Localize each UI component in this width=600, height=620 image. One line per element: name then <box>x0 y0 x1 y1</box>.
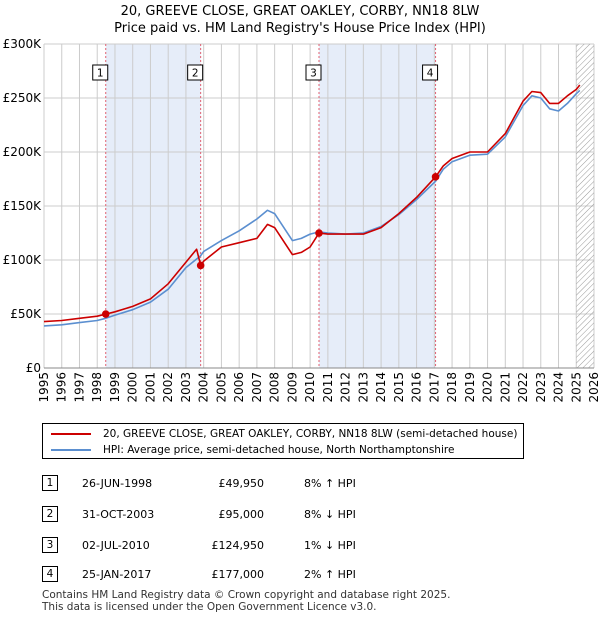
y-tick-label: £300K <box>3 37 43 51</box>
x-tick-label: 1995 <box>37 372 51 403</box>
transaction-price: £49,950 <box>218 477 265 490</box>
x-tick-label: 2024 <box>552 372 566 403</box>
x-tick-label: 2022 <box>516 372 530 403</box>
y-tick-label: £0 <box>26 361 41 375</box>
x-tick-label: 1996 <box>55 372 69 403</box>
footer-license: This data is licensed under the Open Gov… <box>42 601 377 613</box>
x-tick-label: 2008 <box>268 372 282 403</box>
transaction-number-badge: 2 <box>42 506 58 522</box>
x-tick-label: 2012 <box>339 372 353 403</box>
x-tick-label: 2015 <box>392 372 406 403</box>
legend-swatch-property <box>51 433 91 435</box>
sale-number-box <box>305 64 322 81</box>
transaction-date: 31-OCT-2003 <box>82 508 155 521</box>
x-tick-label: 2006 <box>232 372 246 403</box>
x-tick-label: 2001 <box>143 372 157 403</box>
x-tick-label: 2023 <box>534 372 548 403</box>
legend-swatch-hpi <box>51 449 91 451</box>
y-tick-label: £200K <box>3 145 43 159</box>
sale-number-box <box>92 64 109 81</box>
y-tick-label: £100K <box>3 253 43 267</box>
x-tick-label: 2003 <box>179 372 193 403</box>
transaction-hpi-diff: 2% ↑ HPI <box>304 568 356 581</box>
legend-item-property: 20, GREEVE CLOSE, GREAT OAKLEY, CORBY, N… <box>51 426 517 442</box>
x-tick-label: 2016 <box>410 372 424 403</box>
legend-item-hpi: HPI: Average price, semi-detached house,… <box>51 442 454 458</box>
transaction-price: £124,950 <box>211 539 265 552</box>
price-chart: 1 2 3 4 £0 £50K £100K £150K £200K £250K £300K 199… <box>3 37 600 403</box>
sale-number-box <box>187 64 204 81</box>
x-tick-label: 2014 <box>374 372 388 403</box>
footer-copyright: Contains HM Land Registry data © Crown c… <box>42 589 451 601</box>
sale-number-label: 1 <box>97 68 104 80</box>
x-tick-label: 2005 <box>214 372 228 403</box>
transaction-number-badge: 1 <box>42 475 58 491</box>
transaction-price: £177,000 <box>211 568 265 581</box>
x-tick-label: 2025 <box>569 372 583 403</box>
transaction-date: 26-JUN-1998 <box>82 477 153 490</box>
transaction-date: 25-JAN-2017 <box>82 568 152 581</box>
transaction-price: £95,000 <box>218 508 265 521</box>
x-tick-label: 2021 <box>498 372 512 403</box>
transaction-hpi-diff: 8% ↑ HPI <box>304 477 356 490</box>
x-tick-label: 2026 <box>587 372 600 403</box>
sale-number-label: 3 <box>310 68 317 80</box>
transaction-number-badge: 4 <box>42 566 58 582</box>
table-row: 2 31-OCT-2003 £95,000 8% ↓ HPI <box>42 505 462 525</box>
y-tick-label: £250K <box>3 91 43 105</box>
x-tick-label: 2017 <box>427 372 441 403</box>
x-tick-label: 2011 <box>321 372 335 403</box>
sale-marker <box>101 310 110 318</box>
x-tick-label: 1997 <box>72 372 86 403</box>
table-row: 4 25-JAN-2017 £177,000 2% ↑ HPI <box>42 565 462 585</box>
x-tick-label: 2013 <box>356 372 370 403</box>
y-tick-label: £50K <box>10 307 42 321</box>
chart-subtitle: Price paid vs. HM Land Registry's House … <box>114 21 486 36</box>
x-tick-label: 2010 <box>303 372 317 403</box>
x-tick-label: 1998 <box>90 372 104 403</box>
sale-number-box <box>422 64 439 81</box>
x-tick-label: 2000 <box>126 372 140 403</box>
legend-label-hpi: HPI: Average price, semi-detached house,… <box>103 444 455 456</box>
chart-title-address: 20, GREEVE CLOSE, GREAT OAKLEY, CORBY, N… <box>120 4 480 19</box>
x-tick-label: 2019 <box>463 372 477 403</box>
x-tick-label: 2007 <box>250 372 264 403</box>
sale-number-label: 2 <box>192 68 199 80</box>
table-row: 1 26-JUN-1998 £49,950 8% ↑ HPI <box>42 474 462 494</box>
x-tick-label: 2020 <box>481 372 495 403</box>
legend-label-property: 20, GREEVE CLOSE, GREAT OAKLEY, CORBY, N… <box>103 428 518 440</box>
property-price-line <box>43 84 581 323</box>
transaction-number-badge: 3 <box>42 537 58 553</box>
x-tick-label: 2018 <box>445 372 459 403</box>
y-tick-label: £150K <box>3 199 43 213</box>
sale-marker <box>431 173 440 181</box>
table-row: 3 02-JUL-2010 £124,950 1% ↓ HPI <box>42 536 462 556</box>
sale-number-label: 4 <box>427 68 434 80</box>
footer-attribution: Contains HM Land Registry data © Crown c… <box>42 589 450 613</box>
chart-legend: 20, GREEVE CLOSE, GREAT OAKLEY, CORBY, N… <box>42 423 524 459</box>
transaction-hpi-diff: 1% ↓ HPI <box>304 539 356 552</box>
x-tick-label: 1999 <box>108 372 122 403</box>
transaction-date: 02-JUL-2010 <box>82 539 150 552</box>
x-tick-label: 2004 <box>197 372 211 403</box>
x-tick-label: 2009 <box>285 372 299 403</box>
sale-marker <box>196 261 205 270</box>
x-tick-label: 2002 <box>161 372 175 403</box>
sale-marker <box>315 229 323 237</box>
forecast-hatch-region <box>576 44 594 368</box>
transaction-hpi-diff: 8% ↓ HPI <box>304 508 356 521</box>
